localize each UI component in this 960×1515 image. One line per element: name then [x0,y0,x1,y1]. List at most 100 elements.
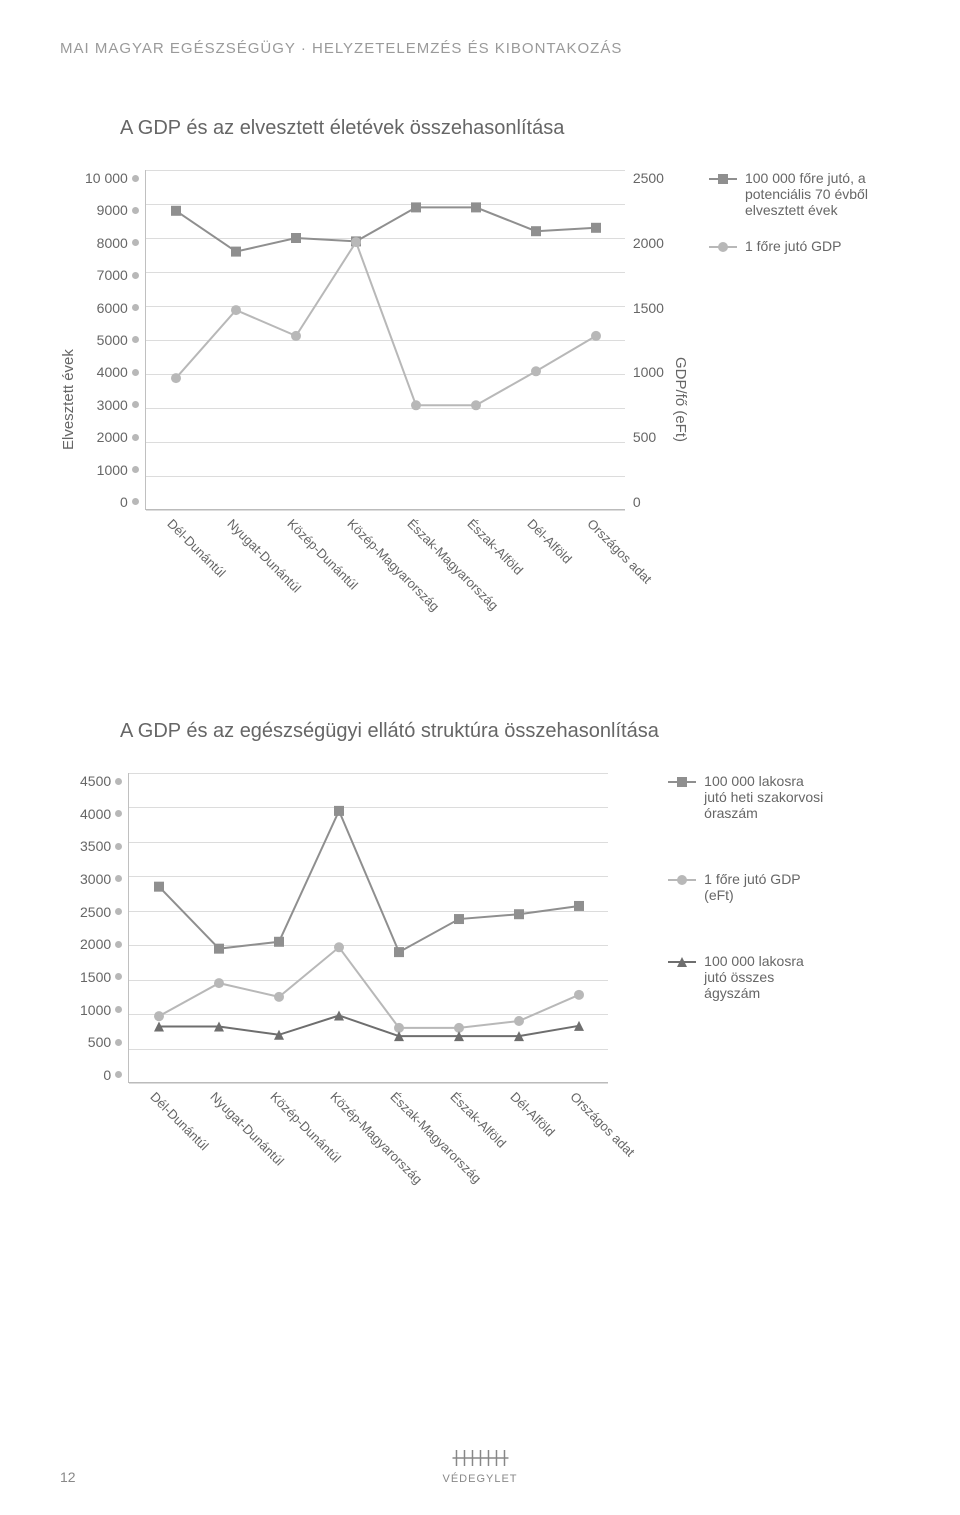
y-tick: 7000 [97,267,139,283]
series-marker-lost_years [171,206,181,216]
chart-svg [146,170,626,510]
y-tick-right: 1000 [633,364,664,380]
series-marker-gdp_per_capita [351,237,361,247]
chart-2-plot [128,773,608,1083]
y-tick-right: 1500 [633,300,664,316]
series-marker-gdp_per_capita [411,400,421,410]
x-tick-label: Országos adat [568,1089,638,1159]
y-tick: 1000 [97,462,139,478]
y-tick: 1500 [80,969,122,985]
series-marker-gdp_per_capita [514,1016,524,1026]
chart-1: A GDP és az elvesztett életévek összehas… [60,117,900,630]
y-tick: 10 000 [85,170,139,186]
y-tick: 1000 [80,1002,122,1018]
footer-label: VÉDEGYLET [442,1473,517,1485]
x-tick-label: Dél-Alföld [524,516,574,566]
y-tick-right: 2500 [633,170,664,186]
series-marker-gdp_per_capita [291,331,301,341]
chart-2-x-ticks: Dél-DunántúlNyugat-DunántúlKözép-Dunántú… [128,1083,608,1203]
legend-item-specialist_hours: 100 000 lakosra jutó heti szakorvosi óra… [668,773,828,821]
y-tick: 2000 [80,936,122,952]
chart-2-title: A GDP és az egészségügyi ellátó struktúr… [120,720,900,743]
x-tick-label: Észak-Alföld [464,516,526,578]
series-marker-specialist_hours [514,909,524,919]
series-marker-gdp_per_capita [154,1011,164,1021]
x-tick-label: Észak-Alföld [448,1089,510,1151]
page-header: MAI MAGYAR EGÉSZSÉGÜGY · HELYZETELEMZÉS … [60,40,900,57]
x-tick-label: Dél-Dunántúl [148,1089,212,1153]
y-tick: 2500 [80,904,122,920]
chart-2-y-left-ticks: 450040003500300025002000150010005000 [80,773,128,1083]
series-marker-lost_years [471,202,481,212]
series-marker-specialist_hours [274,937,284,947]
y-tick: 4000 [80,806,122,822]
legend-label: 100 000 főre jutó, a potenciális 70 évbő… [745,170,869,218]
y-tick: 5000 [97,332,139,348]
chart-svg [129,773,609,1083]
chart-1-x-ticks: Dél-DunántúlNyugat-DunántúlKözép-Dunántú… [145,510,625,630]
legend-item-beds: 100 000 lakosra jutó összes ágyszám [668,953,828,1001]
series-marker-gdp_per_capita [334,942,344,952]
legend-label: 100 000 lakosra jutó összes ágyszám [704,953,828,1001]
series-marker-lost_years [291,233,301,243]
series-marker-specialist_hours [154,882,164,892]
series-marker-gdp_per_capita [471,400,481,410]
series-marker-specialist_hours [454,914,464,924]
series-marker-specialist_hours [574,901,584,911]
y-tick-right: 500 [633,429,656,445]
y-tick: 3000 [97,397,139,413]
series-line-gdp_per_capita [176,242,596,405]
y-tick: 4000 [97,364,139,380]
series-marker-lost_years [531,226,541,236]
legend-swatch-icon [668,956,696,968]
x-tick-label: Dél-Alföld [508,1089,558,1139]
series-line-gdp_per_capita [159,947,579,1028]
y-tick: 4500 [80,773,122,789]
series-line-specialist_hours [159,811,579,952]
y-tick: 500 [88,1034,122,1050]
y-tick-right: 0 [633,494,641,510]
footer-brand: VÉDEGYLET [442,1446,517,1485]
series-marker-gdp_per_capita [591,331,601,341]
y-tick: 9000 [97,202,139,218]
series-marker-specialist_hours [334,806,344,816]
chart-1-plot [145,170,625,510]
chart-1-legend: 100 000 főre jutó, a potenciális 70 évbő… [709,170,869,254]
series-marker-lost_years [411,202,421,212]
series-marker-specialist_hours [214,944,224,954]
legend-swatch-icon [668,776,696,788]
chart-1-title: A GDP és az elvesztett életévek összehas… [120,117,900,140]
series-marker-gdp_per_capita [574,990,584,1000]
legend-swatch-icon [668,874,696,886]
y-tick: 0 [103,1067,122,1083]
chart-2: A GDP és az egészségügyi ellátó struktúr… [60,720,900,1203]
legend-swatch-icon [709,173,737,185]
series-marker-specialist_hours [394,947,404,957]
legend-item-gdp_per_capita: 1 főre jutó GDP (eFt) [668,871,828,903]
series-marker-gdp_per_capita [531,366,541,376]
chart-1-y-left-ticks: 10 0009000800070006000500040003000200010… [85,170,145,510]
y-tick: 8000 [97,235,139,251]
legend-label: 1 főre jutó GDP (eFt) [704,871,828,903]
legend-swatch-icon [709,241,737,253]
x-tick-label: Dél-Dunántúl [164,516,228,580]
series-marker-gdp_per_capita [274,992,284,1002]
footer-logo-icon [450,1446,510,1470]
chart-1-y-left-label: Elvesztett évek [60,250,77,550]
series-marker-gdp_per_capita [171,373,181,383]
y-tick: 3500 [80,838,122,854]
page-footer: 12 VÉDEGYLET [60,1469,900,1485]
legend-item-gdp_per_capita: 1 főre jutó GDP [709,238,869,254]
y-tick: 6000 [97,300,139,316]
legend-item-lost_years: 100 000 főre jutó, a potenciális 70 évbő… [709,170,869,218]
y-tick-right: 2000 [633,235,664,251]
series-marker-gdp_per_capita [214,978,224,988]
chart-1-y-right-label: GDP/fő (eFt) [672,250,689,550]
legend-label: 100 000 lakosra jutó heti szakorvosi óra… [704,773,828,821]
series-marker-beds [334,1010,344,1020]
legend-label: 1 főre jutó GDP [745,238,842,254]
series-marker-lost_years [231,247,241,257]
chart-2-legend: 100 000 lakosra jutó heti szakorvosi óra… [668,773,828,1001]
series-marker-lost_years [591,223,601,233]
x-tick-label: Országos adat [584,516,654,586]
